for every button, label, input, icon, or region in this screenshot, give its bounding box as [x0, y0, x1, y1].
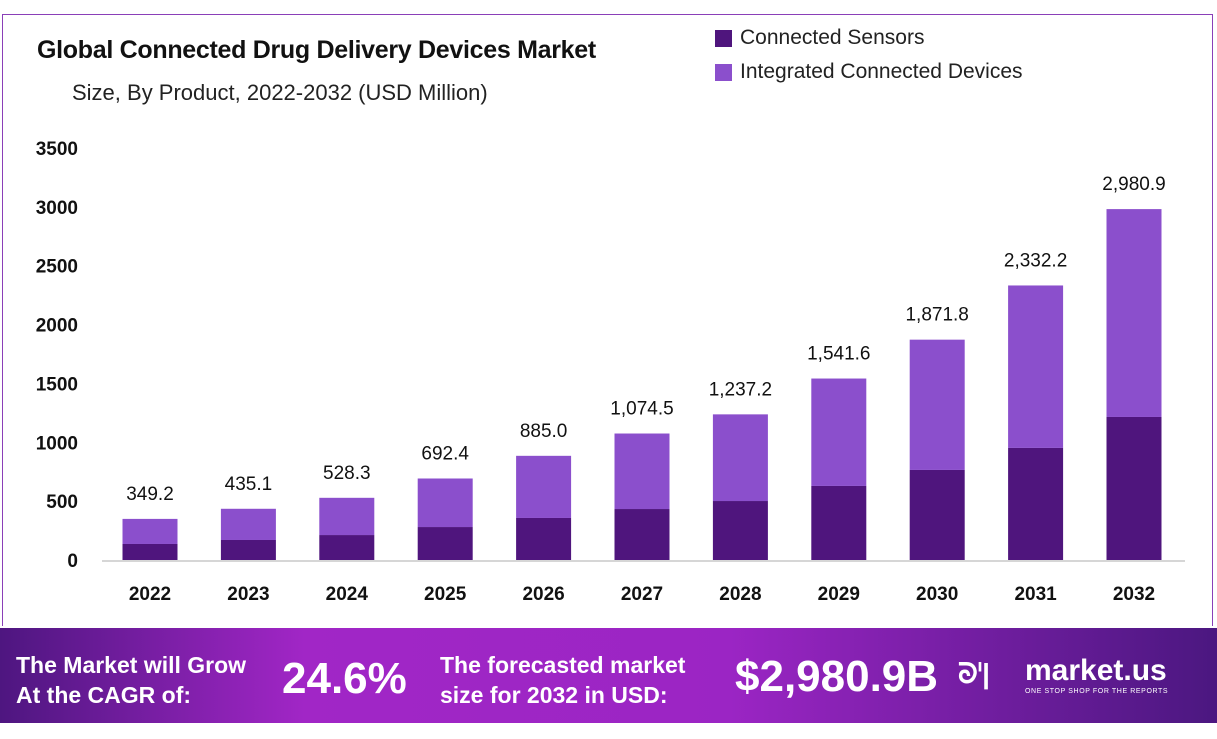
bar-integrated-devices [1008, 285, 1064, 448]
bar-connected-sensors [1106, 416, 1162, 560]
bar-integrated-devices [811, 378, 867, 486]
bar-integrated-devices [417, 478, 473, 528]
chart-frame [2, 14, 1213, 626]
bar-integrated-devices [122, 518, 178, 544]
data-label-total: 885.0 [520, 421, 568, 442]
x-tick-label: 2025 [424, 584, 467, 605]
bar-connected-sensors [417, 527, 473, 560]
market-us-logo-icon: ᘐᑊ| [958, 658, 990, 689]
bar-connected-sensors [319, 535, 375, 560]
data-label-total: 692.4 [421, 443, 469, 464]
bar-integrated-devices [1106, 209, 1162, 417]
y-tick-label: 3000 [36, 198, 78, 219]
y-tick-label: 0 [67, 551, 78, 572]
legend-label: Connected Sensors [740, 26, 925, 49]
y-tick-label: 1000 [36, 433, 78, 454]
bar-integrated-devices [909, 339, 965, 470]
cagr-value: 24.6% [282, 654, 407, 703]
logo-text: market.us [1025, 654, 1167, 687]
forecast-label: The forecasted market size for 2032 in U… [440, 650, 685, 710]
bar-integrated-devices [516, 455, 572, 518]
bar-connected-sensors [909, 469, 965, 560]
legend-item-integrated-devices: Integrated Connected Devices [715, 60, 1023, 84]
cagr-label: The Market will Grow At the CAGR of: [16, 650, 246, 710]
legend-label: Integrated Connected Devices [740, 60, 1023, 83]
forecast-label-line2: size for 2032 in USD: [440, 682, 668, 708]
x-tick-label: 2022 [129, 584, 171, 605]
data-label-total: 1,237.2 [709, 379, 772, 400]
chart-subtitle: Size, By Product, 2022-2032 (USD Million… [72, 80, 488, 105]
forecast-value: $2,980.9B [735, 652, 939, 701]
bar-integrated-devices [319, 497, 375, 536]
legend-swatch [715, 63, 732, 81]
data-label-total: 2,980.9 [1102, 174, 1165, 195]
data-label-total: 1,541.6 [807, 344, 870, 365]
bar-connected-sensors [220, 539, 276, 560]
y-tick-label: 1500 [36, 374, 78, 395]
cagr-label-line1: The Market will Grow [16, 652, 247, 678]
data-label-total: 2,332.2 [1004, 250, 1067, 271]
data-label-total: 435.1 [225, 474, 273, 495]
bar-connected-sensors [811, 485, 867, 560]
x-tick-label: 2027 [621, 584, 663, 605]
bar-connected-sensors [1008, 447, 1064, 560]
x-tick-label: 2029 [818, 584, 860, 605]
x-tick-label: 2024 [326, 584, 369, 605]
bar-connected-sensors [122, 543, 178, 560]
x-tick-label: 2026 [522, 584, 564, 605]
plot-area: 0 500 1000 1500 2000 2500 3000 3500 349.2 2022 435… [36, 139, 1185, 605]
x-tick-label: 2023 [227, 584, 269, 605]
bar-connected-sensors [712, 501, 768, 560]
y-tick-label: 2000 [36, 316, 78, 337]
data-label-total: 528.3 [323, 463, 371, 484]
summary-banner: The Market will Grow At the CAGR of: 24.… [0, 628, 1217, 723]
y-tick-label: 2500 [36, 257, 78, 278]
x-tick-label: 2031 [1014, 584, 1057, 605]
bar-integrated-devices [712, 414, 768, 502]
data-label-total: 1,074.5 [610, 399, 673, 420]
y-tick-label: 3500 [36, 139, 78, 160]
legend-item-connected-sensors: Connected Sensors [715, 26, 924, 50]
data-label-total: 349.2 [126, 484, 174, 505]
bar-connected-sensors [614, 509, 670, 560]
y-tick-label: 500 [46, 492, 78, 513]
bar-connected-sensors [516, 517, 572, 560]
x-tick-label: 2032 [1113, 584, 1155, 605]
cagr-label-line2: At the CAGR of: [16, 682, 192, 708]
chart-title: Global Connected Drug Delivery Devices M… [37, 36, 596, 64]
bar-integrated-devices [614, 433, 670, 510]
legend-swatch [715, 29, 732, 47]
x-tick-label: 2028 [719, 584, 761, 605]
x-tick-label: 2030 [916, 584, 958, 605]
data-label-total: 1,871.8 [905, 305, 968, 326]
forecast-label-line1: The forecasted market [440, 652, 686, 678]
logo-tagline: ONE STOP SHOP FOR THE REPORTS [1025, 688, 1169, 695]
bar-integrated-devices [220, 508, 276, 540]
